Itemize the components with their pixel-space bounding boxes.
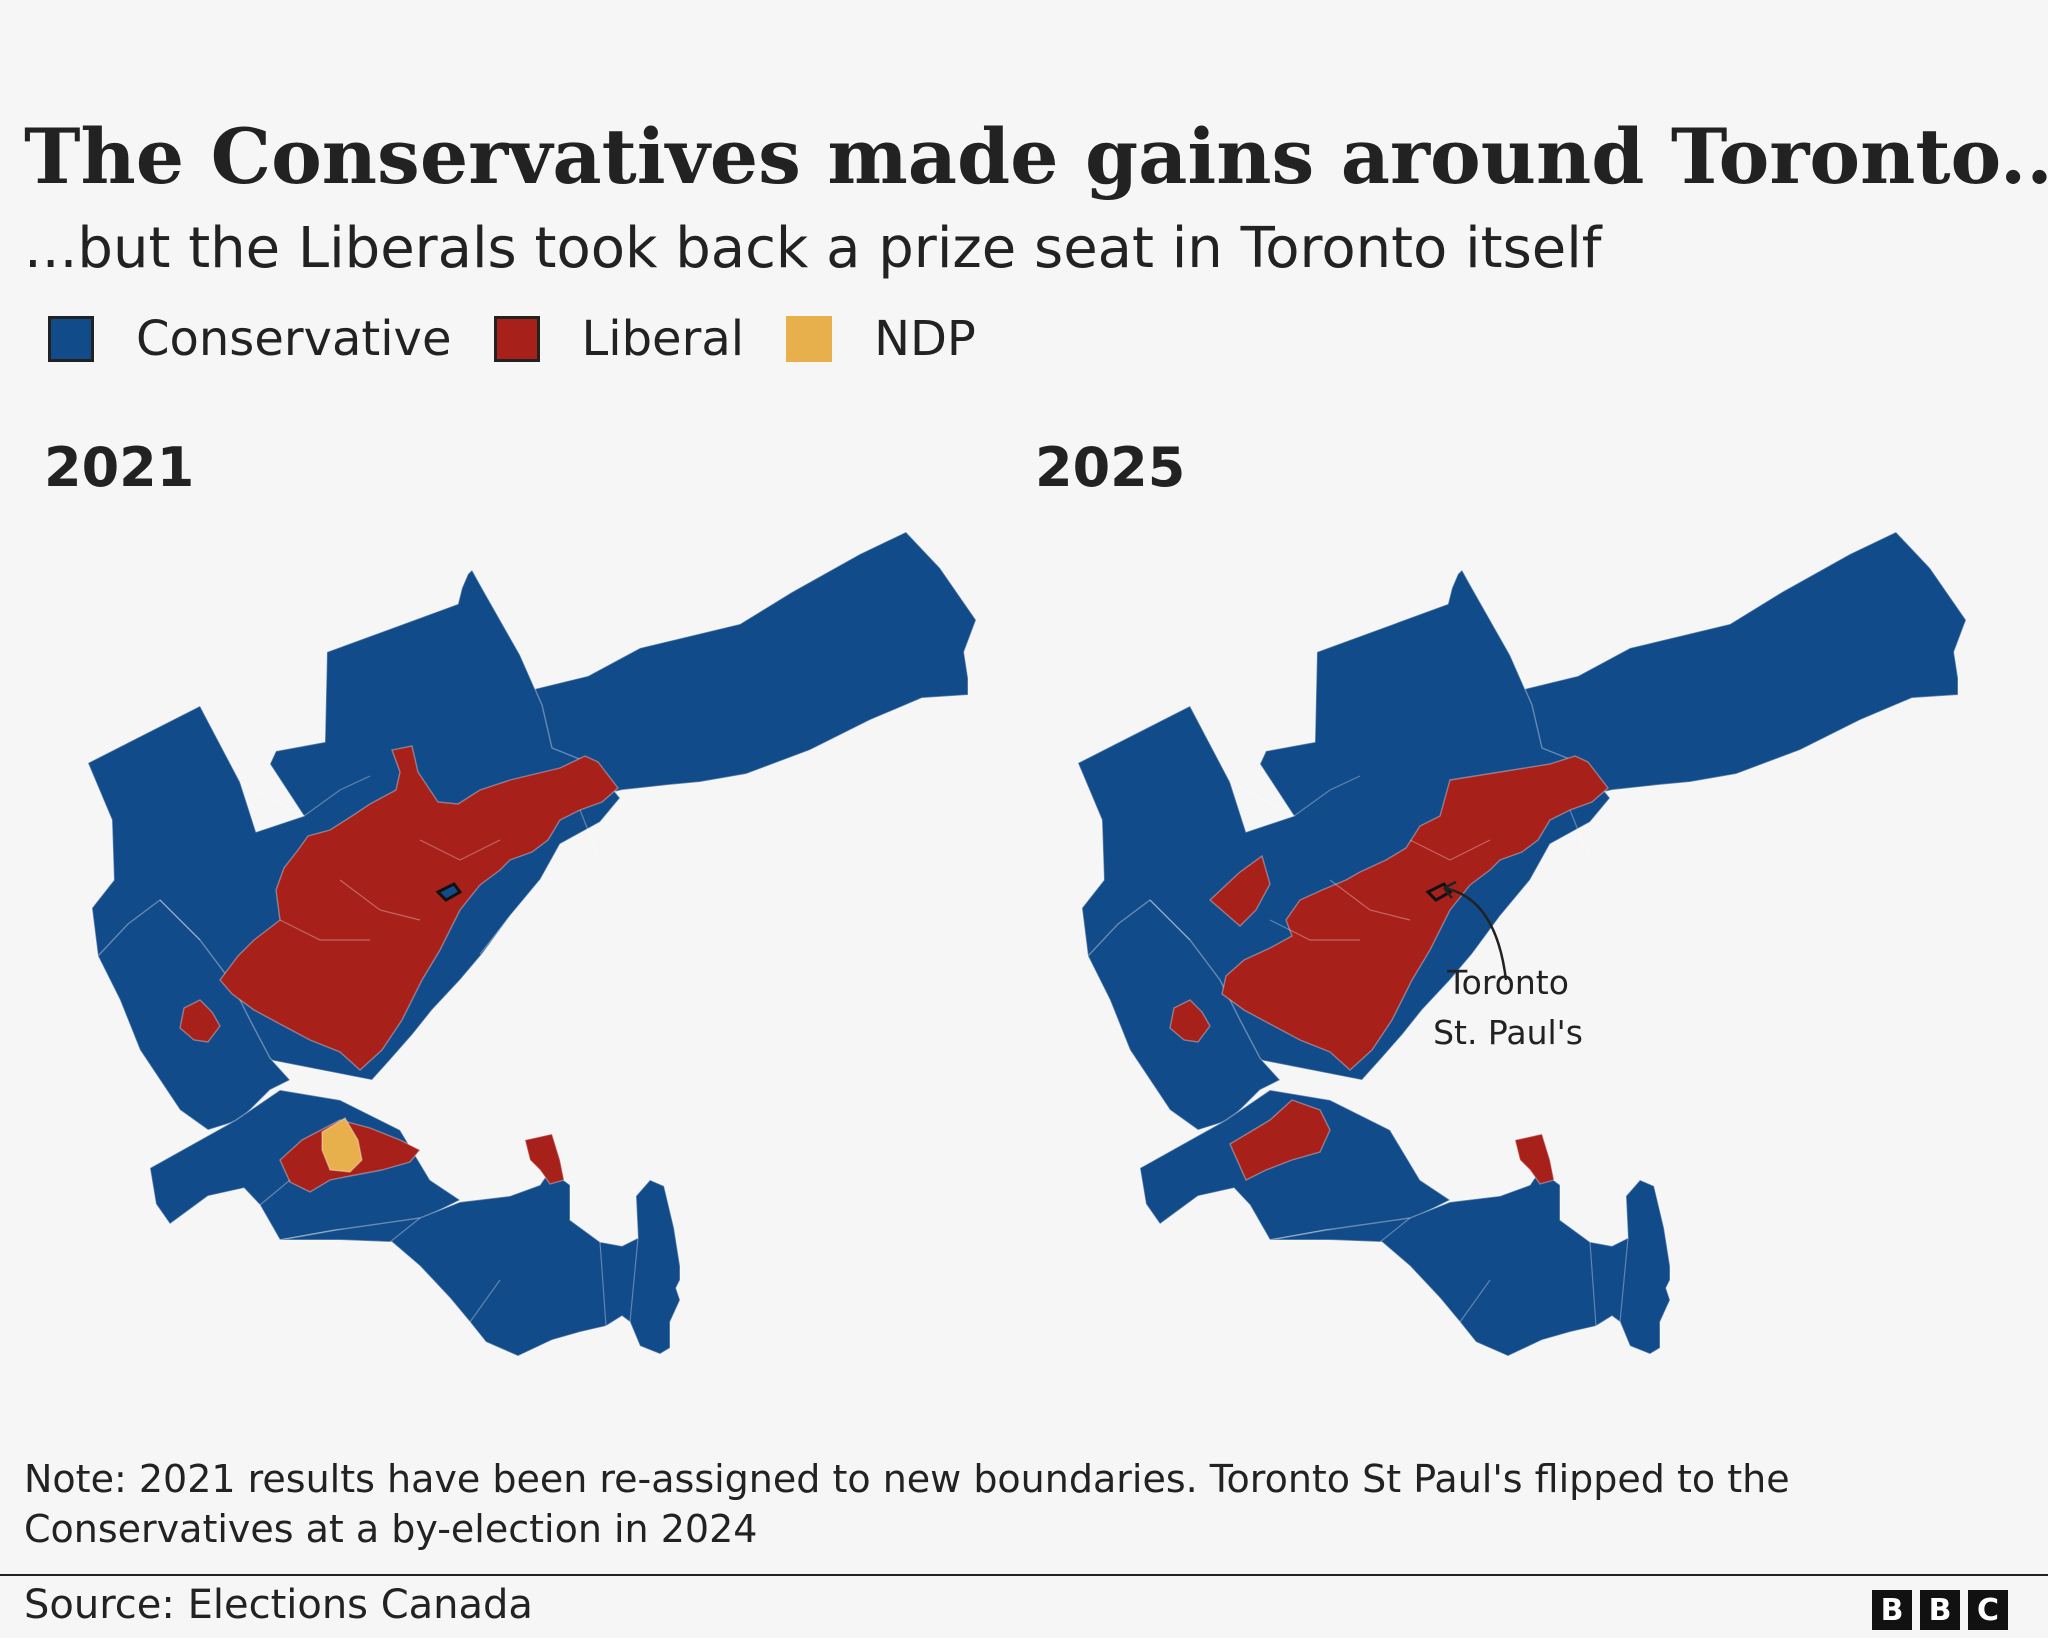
map-2025-svg: Toronto St. Paul's	[1077, 531, 1967, 1357]
legend-label-conservative: Conservative	[136, 311, 452, 367]
riding-brampton-2025	[1208, 854, 1271, 927]
footer-divider	[0, 1574, 2048, 1576]
bbc-logo: B B C	[1864, 1590, 2008, 1630]
bbc-logo-c: C	[1968, 1590, 2008, 1630]
legend-swatch-liberal	[493, 316, 540, 362]
riding-ndp-2021	[321, 1117, 363, 1173]
legend-item-conservative: Conservative	[48, 311, 452, 367]
riding-st-pauls-2021	[435, 882, 463, 902]
annotation-line-2: St. Paul's	[1433, 1013, 1583, 1052]
chart-subtitle: ...but the Liberals took back a prize se…	[24, 216, 1602, 281]
riding-mississauga-west-2025	[1169, 999, 1211, 1043]
map-2025: Toronto St. Paul's	[1030, 480, 1990, 1360]
legend-item-liberal: Liberal	[493, 311, 745, 367]
riding-cluster-liberal-2025	[1221, 755, 1609, 1071]
map-2021-svg	[87, 531, 977, 1357]
bbc-logo-b1: B	[1872, 1590, 1912, 1630]
source-label: Source: Elections Canada	[24, 1582, 533, 1628]
map-year-label-2021: 2021	[44, 436, 195, 499]
legend-swatch-conservative	[48, 316, 94, 362]
legend-item-ndp: NDP	[786, 311, 976, 367]
riding-cluster-liberal-2021	[219, 745, 619, 1071]
legend-label-ndp: NDP	[874, 311, 976, 367]
legend-swatch-ndp	[786, 316, 833, 362]
footnote: Note: 2021 results have been re-assigned…	[24, 1457, 1790, 1551]
riding-st-catharines-2021	[524, 1133, 565, 1185]
riding-st-catharines-2025	[1514, 1133, 1555, 1185]
map-year-label-2025: 2025	[1035, 436, 1186, 499]
annotation-pointer	[1443, 886, 1508, 981]
legend-label-liberal: Liberal	[581, 311, 745, 367]
annotation-line-1: Toronto	[1446, 963, 1569, 1002]
riding-borders-2025	[1149, 775, 1629, 1327]
legend: Conservative Liberal NDP	[48, 308, 1018, 370]
riding-mississauga-west-2021	[179, 999, 221, 1043]
riding-hamilton-2025	[1229, 1099, 1331, 1181]
bbc-logo-b2: B	[1920, 1590, 1960, 1630]
map-2021	[40, 480, 1000, 1360]
riding-borders-2021	[159, 775, 639, 1327]
chart-title: The Conservatives made gains around Toro…	[24, 112, 2048, 201]
annotation-arrowhead	[1443, 880, 1457, 899]
